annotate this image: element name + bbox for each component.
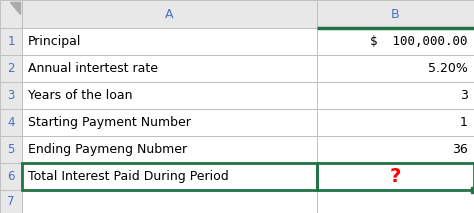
Bar bbox=[22, 82, 317, 109]
Bar bbox=[0, 28, 22, 55]
Text: 2: 2 bbox=[7, 62, 15, 75]
Text: 4: 4 bbox=[7, 116, 15, 129]
Bar bbox=[0, 136, 22, 163]
Text: 3: 3 bbox=[460, 89, 468, 102]
Bar bbox=[0, 163, 22, 190]
Bar bbox=[317, 136, 474, 163]
Bar bbox=[22, 163, 317, 190]
Bar bbox=[317, 0, 474, 28]
Text: Starting Payment Number: Starting Payment Number bbox=[28, 116, 191, 129]
Text: 5.20%: 5.20% bbox=[428, 62, 468, 75]
Bar bbox=[22, 109, 317, 136]
Bar bbox=[317, 163, 474, 190]
Bar bbox=[317, 136, 474, 163]
Bar bbox=[22, 163, 317, 190]
Bar bbox=[317, 190, 474, 213]
Bar bbox=[0, 109, 22, 136]
Bar bbox=[317, 55, 474, 82]
Polygon shape bbox=[10, 2, 20, 14]
Bar bbox=[22, 0, 317, 28]
Bar bbox=[22, 190, 317, 213]
Text: 6: 6 bbox=[7, 170, 15, 183]
Text: 5: 5 bbox=[7, 143, 15, 156]
Text: ?: ? bbox=[390, 167, 401, 186]
Text: Ending Paymeng Nubmer: Ending Paymeng Nubmer bbox=[28, 143, 187, 156]
Bar bbox=[317, 109, 474, 136]
Bar bbox=[22, 190, 317, 213]
Bar bbox=[317, 163, 474, 190]
Bar bbox=[0, 82, 22, 109]
Bar bbox=[22, 136, 317, 163]
Bar bbox=[22, 109, 317, 136]
Bar bbox=[317, 0, 474, 28]
Text: Years of the loan: Years of the loan bbox=[28, 89, 133, 102]
Bar bbox=[0, 163, 22, 190]
Text: 7: 7 bbox=[7, 195, 15, 208]
Text: A: A bbox=[165, 7, 174, 20]
Bar bbox=[0, 0, 22, 28]
Bar bbox=[317, 55, 474, 82]
Bar bbox=[317, 190, 474, 213]
Text: $  100,000.00: $ 100,000.00 bbox=[371, 35, 468, 48]
Bar bbox=[22, 55, 317, 82]
Text: 1: 1 bbox=[7, 35, 15, 48]
Bar bbox=[0, 190, 22, 213]
Bar bbox=[22, 28, 317, 55]
Bar bbox=[0, 190, 22, 213]
Text: 36: 36 bbox=[452, 143, 468, 156]
Bar bbox=[22, 55, 317, 82]
Text: B: B bbox=[391, 7, 400, 20]
Bar bbox=[0, 82, 22, 109]
Bar bbox=[22, 28, 317, 55]
Bar bbox=[0, 136, 22, 163]
Text: 1: 1 bbox=[460, 116, 468, 129]
Bar bbox=[0, 0, 22, 28]
Bar bbox=[22, 0, 317, 28]
Bar bbox=[0, 109, 22, 136]
Bar bbox=[317, 82, 474, 109]
Bar bbox=[0, 28, 22, 55]
Text: Total Interest Paid During Period: Total Interest Paid During Period bbox=[28, 170, 229, 183]
Bar bbox=[0, 55, 22, 82]
Text: Annual intertest rate: Annual intertest rate bbox=[28, 62, 158, 75]
Bar bbox=[0, 55, 22, 82]
Bar bbox=[22, 82, 317, 109]
Bar bbox=[317, 28, 474, 55]
Bar bbox=[317, 28, 474, 55]
Bar bbox=[317, 82, 474, 109]
Text: 3: 3 bbox=[7, 89, 15, 102]
Text: Principal: Principal bbox=[28, 35, 82, 48]
Bar bbox=[317, 109, 474, 136]
Bar bbox=[22, 136, 317, 163]
